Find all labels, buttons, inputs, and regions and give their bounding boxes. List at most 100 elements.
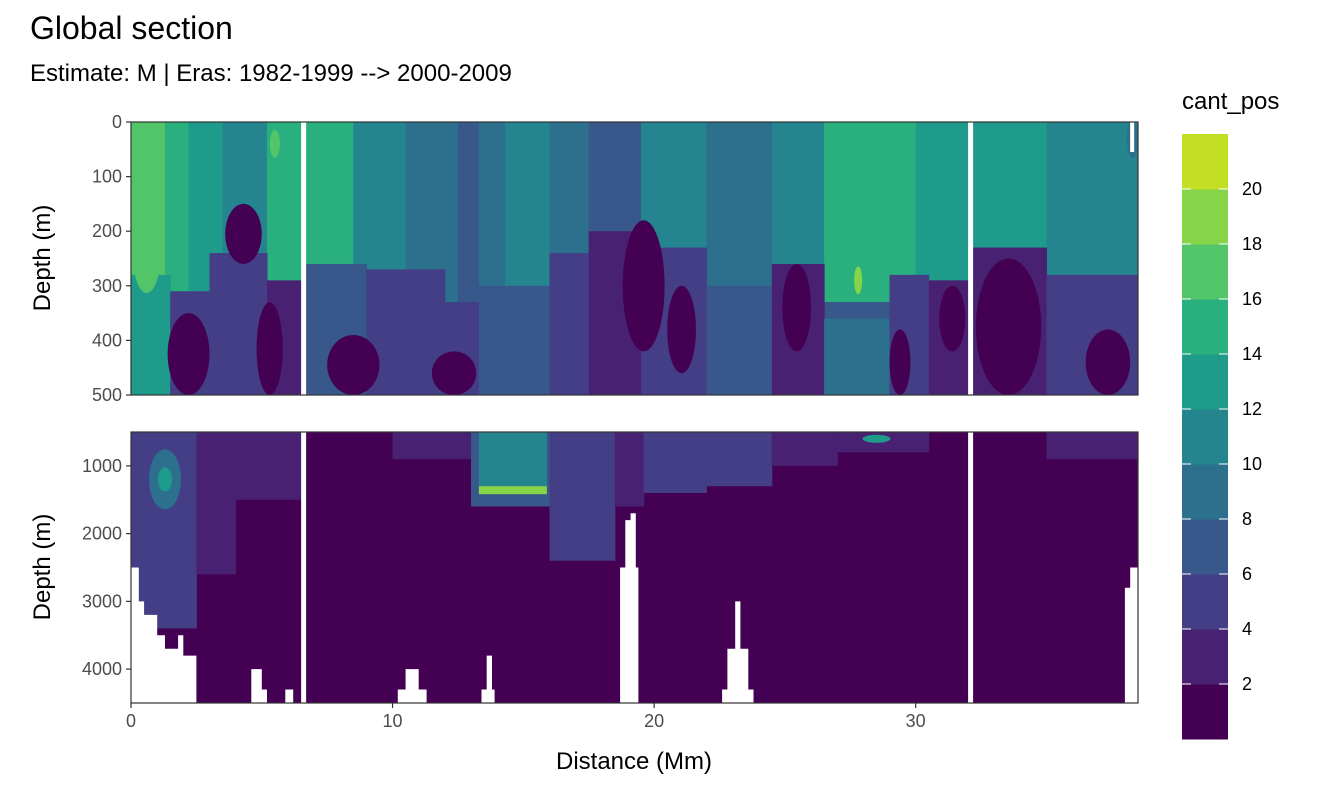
x-tick-label: 30 [906,711,926,731]
panel-border [130,121,1139,396]
y-tick-label: 500 [92,385,122,405]
upper-deep-band [706,285,773,395]
upper-band [1046,122,1138,302]
lower-teal-band [478,432,547,487]
lower-patch [158,467,173,492]
legend-swatch [1182,629,1228,685]
upper-dark-patch [431,351,477,395]
lower-bright-streak [478,486,547,495]
upper-bright-patch [854,266,863,295]
legend-swatch [1182,409,1228,465]
legend-swatch [1182,684,1228,740]
seafloor-mask [131,567,197,703]
upper-band [706,122,773,302]
upper-dark-patch [256,302,283,395]
lower-panel [131,432,1138,703]
axes: 0 100 200 300 400 500 1000 2000 3000 4000 0 10 20 30 [82,112,1139,731]
upper-band [457,122,480,302]
x-tick-label: 20 [644,711,664,731]
y-tick-label: 4000 [82,659,122,679]
upper-field [131,122,1138,395]
legend-swatch [1182,134,1228,190]
upper-dark-patch [667,285,696,374]
legend-swatch [1182,519,1228,575]
lower-zone [771,432,838,466]
upper-dark-patch [622,220,665,352]
legend-swatch [1182,244,1228,300]
legend-label: 8 [1242,509,1252,529]
legend-label: 10 [1242,454,1262,474]
upper-band [915,122,972,302]
upper-panel [131,122,1138,395]
upper-dark-patch [939,285,966,352]
gap-line [301,432,307,703]
legend-label: 12 [1242,399,1262,419]
edge-mask [1130,122,1135,152]
upper-bright-patch [132,213,161,294]
lower-field [131,432,1138,703]
upper-bright-patch [269,129,280,158]
lower-zone [196,432,237,575]
gap-line [968,432,974,703]
y-tick-label: 200 [92,221,122,241]
upper-deep-band [478,285,550,395]
upper-dark-patch [1085,329,1131,395]
legend-swatch [1182,464,1228,520]
lower-zone [1046,432,1138,460]
y-tick-label: 300 [92,276,122,296]
gap-line [968,122,974,395]
lower-patch [862,434,891,443]
legend-label: 16 [1242,289,1262,309]
legend-label: 20 [1242,179,1262,199]
legend-label: 2 [1242,674,1252,694]
lower-zone [549,432,616,561]
y-tick-label: 2000 [82,524,122,544]
upper-deep-band [209,253,268,395]
upper-dark-patch [327,334,380,395]
upper-dark-patch [975,258,1042,395]
seafloor-mask [285,689,294,703]
upper-band [824,122,917,302]
upper-dark-patch [782,263,812,352]
upper-dark-patch [889,329,911,395]
upper-band [131,122,140,302]
y-tick-label: 3000 [82,591,122,611]
x-tick-label: 10 [383,711,403,731]
upper-dark-patch [225,203,262,264]
x-axis-title: Distance (Mm) [556,748,712,775]
lower-zone [235,432,305,500]
y-tick-label: 100 [92,167,122,187]
upper-band [505,122,550,302]
lower-zone [614,432,645,507]
upper-deep-band [549,253,590,395]
legend-swatch [1182,299,1228,355]
upper-dark-patch [167,313,210,395]
gap-line [301,122,307,395]
lower-zone [706,432,773,487]
x-tick-label: 0 [126,711,136,731]
seafloor-mask [251,669,267,703]
upper-band [478,122,506,302]
lower-zone [643,432,707,493]
y-axis-title-upper: Depth (m) [29,205,56,312]
legend-label: 14 [1242,344,1262,364]
legend-label: 6 [1242,564,1252,584]
legend-swatch [1182,574,1228,630]
seafloor-mask [620,513,639,703]
y-tick-label: 1000 [82,456,122,476]
legend-label: 18 [1242,234,1262,254]
legend-label: 4 [1242,619,1252,639]
legend-title: cant_pos [1182,88,1280,115]
seafloor-mask [481,655,495,703]
panel-border [130,431,1139,704]
upper-deep-band [131,274,171,395]
chart-subtitle: Estimate: M | Eras: 1982-1999 --> 2000-2… [30,60,512,87]
y-tick-label: 0 [112,112,122,132]
seafloor-mask [722,601,754,703]
lower-zone [392,432,472,460]
legend-swatch [1182,354,1228,410]
seafloor-mask [397,669,427,703]
upper-deep-band [824,318,891,395]
upper-band [165,122,190,302]
